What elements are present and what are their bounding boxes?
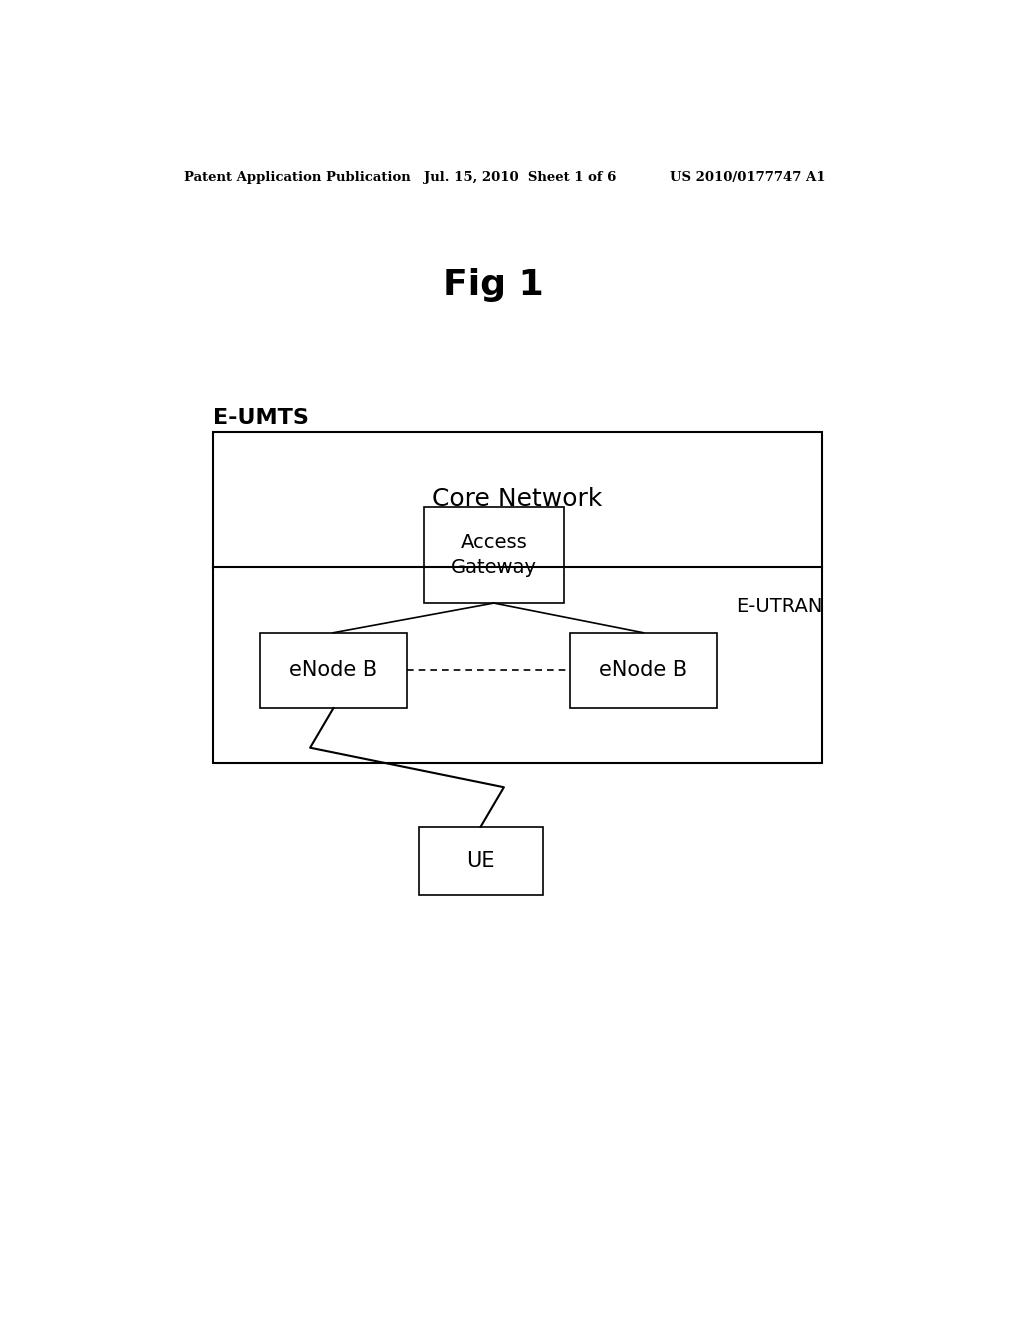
Text: Access
Gateway: Access Gateway xyxy=(451,533,537,577)
Text: Patent Application Publication: Patent Application Publication xyxy=(183,172,411,185)
Text: eNode B: eNode B xyxy=(290,660,378,680)
Text: eNode B: eNode B xyxy=(599,660,687,680)
Text: UE: UE xyxy=(466,850,495,871)
Text: Jul. 15, 2010  Sheet 1 of 6: Jul. 15, 2010 Sheet 1 of 6 xyxy=(424,172,616,185)
Text: US 2010/0177747 A1: US 2010/0177747 A1 xyxy=(671,172,826,185)
Bar xyxy=(569,632,717,708)
Text: E-UTRAN: E-UTRAN xyxy=(736,597,822,616)
Bar xyxy=(213,432,821,763)
Bar xyxy=(260,632,407,708)
Bar xyxy=(424,507,563,603)
Text: Fig 1: Fig 1 xyxy=(443,268,544,302)
Text: Core Network: Core Network xyxy=(432,487,603,511)
Bar xyxy=(419,826,543,895)
Text: E-UMTS: E-UMTS xyxy=(213,408,309,428)
